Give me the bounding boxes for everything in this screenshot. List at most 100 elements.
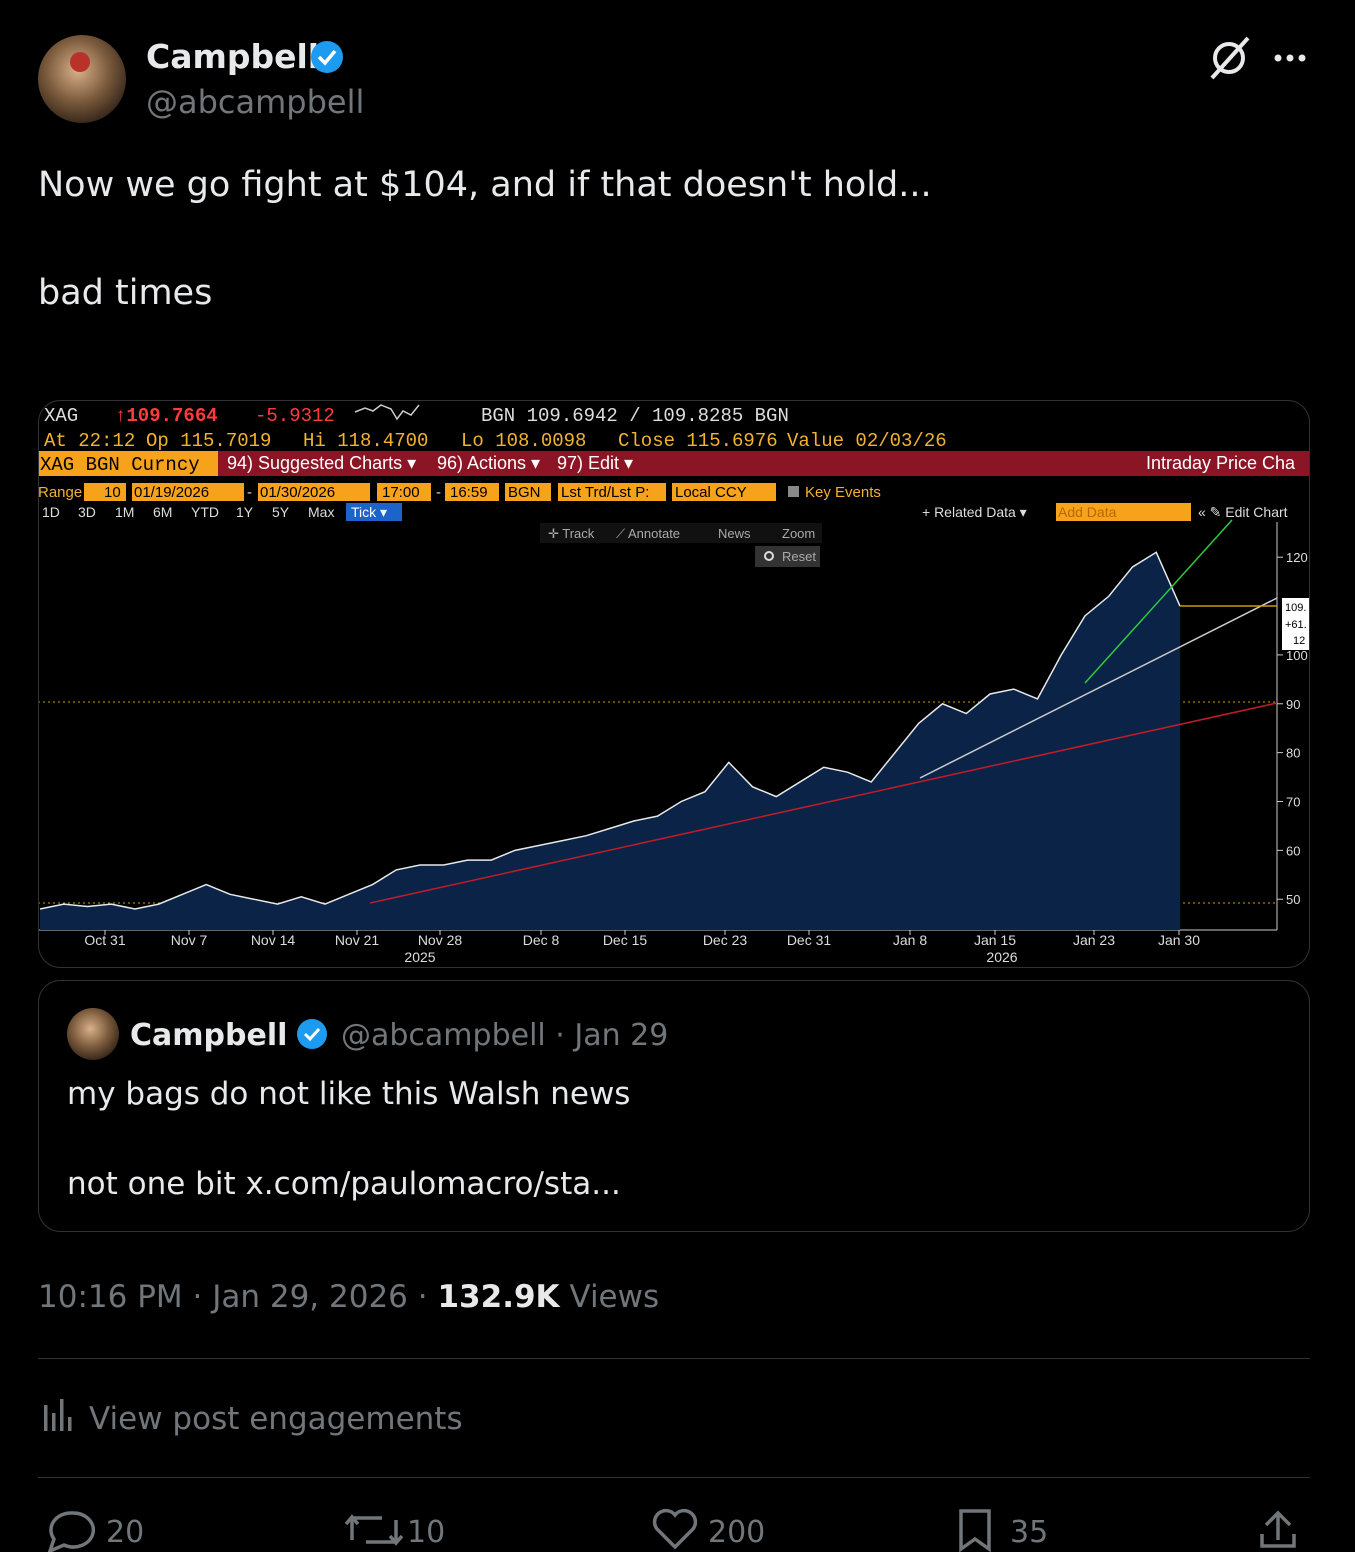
separator: ·	[193, 1279, 203, 1315]
period: 1Y	[236, 504, 254, 520]
field-box	[672, 483, 776, 501]
net-change: -5.9312	[255, 405, 335, 427]
reply-icon[interactable]	[47, 1511, 96, 1552]
period: 1M	[115, 504, 134, 520]
last-price-tag	[1282, 598, 1310, 650]
field-box	[84, 483, 126, 501]
quote-text: my bags do not like this Walsh news	[67, 1076, 630, 1112]
y-tick-label: 70	[1286, 794, 1300, 809]
ticker: XAG	[44, 405, 78, 427]
quote-avatar	[67, 1008, 119, 1060]
reply-count: 20	[106, 1515, 144, 1550]
x-tick-label: Jan 8	[893, 932, 927, 948]
year-label: 2026	[986, 949, 1017, 965]
post-text: bad times	[38, 273, 212, 313]
author-name[interactable]: Campbell	[146, 37, 319, 76]
period: Tick ▾	[351, 504, 387, 520]
edit-chart: « ✎ Edit Chart	[1198, 504, 1288, 520]
toolbar	[540, 523, 822, 543]
separator: ·	[418, 1279, 428, 1315]
x-tick-label: Jan 15	[974, 932, 1016, 948]
more-icon[interactable]	[1274, 54, 1306, 62]
share-icon[interactable]	[1260, 1510, 1296, 1548]
checkbox	[788, 486, 799, 497]
period: 1D	[42, 504, 60, 520]
menu-item: 96) Actions ▾	[437, 453, 540, 473]
field-box	[258, 483, 370, 501]
verified-badge	[311, 41, 343, 73]
quote-handle: @abcampbell	[341, 1018, 546, 1053]
tool: Zoom	[782, 526, 815, 541]
range-label: Range	[38, 484, 82, 501]
stat: At 22:12	[44, 430, 135, 452]
price-area	[40, 552, 1180, 930]
period: Max	[308, 504, 334, 520]
stat: Lo 108.0098	[461, 430, 586, 452]
stat: Op 115.7019	[146, 430, 271, 452]
security-box	[38, 451, 218, 476]
y-tick-label: 80	[1286, 746, 1300, 761]
last-label: 12	[1293, 635, 1305, 647]
related-data: + Related Data ▾	[922, 504, 1027, 520]
y-tick-label: 50	[1286, 892, 1300, 907]
key-events: Key Events	[805, 484, 881, 501]
engagements-link[interactable]: View post engagements	[89, 1401, 463, 1437]
stat: Close 115.6976	[618, 430, 778, 452]
y-tick-label: 100	[1286, 648, 1308, 663]
bid-ask: BGN 109.6942 / 109.8285 BGN	[481, 405, 789, 427]
trend-line	[919, 597, 1278, 779]
image-border	[38, 400, 1310, 968]
like-icon[interactable]	[652, 1508, 698, 1550]
reset-icon	[764, 551, 774, 561]
post-date: Jan 29, 2026	[210, 1279, 408, 1315]
period: 5Y	[272, 504, 290, 520]
tool: ✛ Track	[548, 526, 595, 541]
menu-item: 97) Edit ▾	[557, 453, 633, 473]
period: 6M	[153, 504, 172, 520]
like-count: 200	[708, 1515, 765, 1550]
quote-name: Campbell	[130, 1018, 287, 1053]
x-tick-label: Nov 7	[171, 932, 208, 948]
tick-box	[346, 503, 402, 521]
range-sep: -	[247, 484, 252, 501]
tool: Reset	[782, 549, 816, 564]
field-box	[377, 483, 431, 501]
x-tick-label: Dec 8	[523, 932, 560, 948]
repost-icon[interactable]	[344, 1514, 404, 1546]
last-price: ↑109.7664	[115, 405, 218, 427]
quote-meta: @abcampbell · Jan 29	[341, 1018, 668, 1053]
y-tick-label: 60	[1286, 843, 1300, 858]
chart-image[interactable]: XAG ↑109.7664 -5.9312 BGN 109.6942 / 109…	[38, 400, 1310, 968]
post-time: 10:16 PM	[38, 1279, 183, 1315]
views-count: 132.9K	[437, 1279, 560, 1315]
post-meta: 10:16 PM · Jan 29, 2026 · 132.9K Views	[38, 1279, 659, 1315]
sparkline	[354, 404, 420, 421]
price-line	[39, 551, 1181, 910]
verified-badge	[297, 1019, 327, 1049]
grok-icon[interactable]	[1210, 36, 1250, 80]
field-box	[445, 483, 499, 501]
field-box	[132, 483, 244, 501]
range-field: Local CCY	[675, 484, 747, 501]
y-tick-label: 90	[1286, 697, 1300, 712]
stat: Hi 118.4700	[303, 430, 428, 452]
add-data: Add Data	[1058, 504, 1117, 520]
trend-line	[1084, 519, 1233, 684]
quote-card[interactable]	[38, 980, 1310, 1232]
range-field: 10	[104, 484, 121, 501]
menu-bar	[38, 451, 1310, 476]
trend-line	[369, 702, 1278, 904]
avatar[interactable]	[38, 35, 126, 123]
post-text: Now we go fight at $104, and if that doe…	[38, 165, 932, 205]
bookmark-icon[interactable]	[959, 1509, 991, 1552]
x-tick-label: Dec 15	[603, 932, 648, 948]
quote-date: Jan 29	[572, 1018, 668, 1053]
range-field: Lst Trd/Lst P:	[561, 484, 649, 501]
verified-check	[303, 1027, 321, 1042]
author-handle[interactable]: @abcampbell	[146, 83, 364, 121]
range-sep: -	[436, 484, 441, 501]
separator: ·	[555, 1018, 565, 1053]
menu-item: Intraday Price Cha	[1146, 453, 1296, 473]
x-tick-label: Jan 30	[1158, 932, 1200, 948]
